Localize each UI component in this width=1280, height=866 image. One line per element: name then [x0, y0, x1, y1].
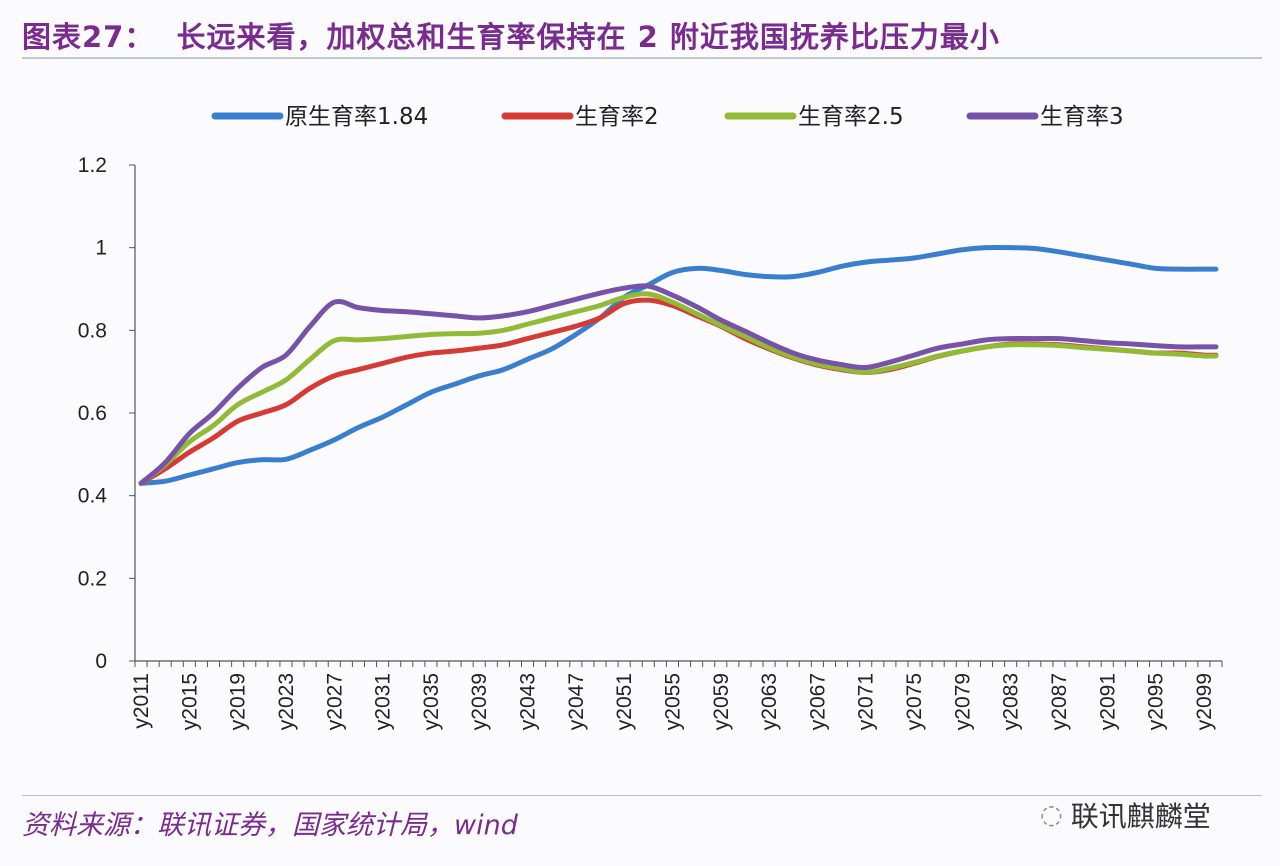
y-tick-label: 0.2 — [78, 567, 107, 590]
x-tick-label: y2087 — [1048, 673, 1071, 730]
x-tick-label: y2051 — [613, 673, 636, 730]
y-tick-label: 0.4 — [78, 485, 108, 508]
series-line-3 — [138, 283, 1219, 486]
x-tick-label: y2023 — [275, 673, 298, 730]
y-tick-label: 0.6 — [78, 402, 107, 425]
y-tick-label: 1.2 — [78, 154, 107, 177]
y-tick-label: 0 — [95, 650, 107, 673]
legend-item-0: 原生育率1.84 — [211, 104, 428, 130]
source-note: 资料来源：联讯证券，国家统计局，wind — [22, 810, 518, 841]
x-tick-label: y2011 — [130, 673, 153, 729]
series-line-2 — [138, 291, 1219, 486]
x-tick-label: y2031 — [372, 673, 395, 730]
footer-divider — [22, 795, 1262, 796]
x-tick-label: y2083 — [1000, 673, 1023, 730]
x-tick-label: y2019 — [227, 673, 250, 730]
figure-title: 图表27： 长远来看，加权总和生育率保持在 2 附近我国抚养比压力最小 — [22, 20, 1000, 54]
legend: 原生育率1.84 生育率2 生育率2.5 生育率3 — [211, 104, 1124, 130]
x-tick-label: y2075 — [903, 673, 926, 730]
x-tick-label: y2063 — [758, 673, 781, 730]
watermark: ◌ 联讯麒麟堂 — [1040, 795, 1211, 835]
x-tick-label: y2043 — [517, 673, 540, 730]
x-tick-label: y2095 — [1145, 673, 1168, 730]
watermark-text: 联讯麒麟堂 — [1070, 800, 1211, 833]
x-tick-label: y2071 — [855, 673, 878, 730]
x-tick-label: y2015 — [178, 673, 201, 730]
legend-item-2: 生育率2.5 — [724, 104, 904, 130]
legend-item-3: 生育率3 — [966, 104, 1124, 130]
y-tick-label: 1 — [95, 237, 107, 260]
legend-label: 原生育率1.84 — [285, 104, 428, 130]
x-tick-label: y2047 — [565, 673, 588, 730]
x-tick-label: y2035 — [420, 673, 443, 730]
y-tick-label: 0.8 — [78, 319, 107, 342]
legend-label: 生育率2 — [575, 104, 659, 130]
title-divider — [22, 57, 1262, 59]
x-tick-label: y2059 — [710, 673, 733, 730]
x-tick-label: y2039 — [468, 673, 491, 730]
x-tick-label: y2091 — [1096, 673, 1119, 730]
x-tick-label: y2079 — [951, 673, 974, 730]
legend-label: 生育率3 — [1040, 104, 1124, 130]
wechat-icon: ◌ — [1040, 800, 1063, 830]
legend-label: 生育率2.5 — [798, 104, 904, 130]
series-line-0 — [138, 244, 1219, 486]
x-tick-label: y2099 — [1193, 673, 1216, 730]
legend-item-1: 生育率2 — [501, 104, 659, 130]
series-lines — [138, 244, 1219, 486]
axes: 0 0.2 0.4 0.6 0.8 1 1.2 y2011 y2015 y2019 y2023 y20… — [78, 154, 1223, 730]
x-tick-label: y2027 — [323, 673, 346, 730]
x-tick-label: y2067 — [806, 673, 829, 730]
x-tick-label: y2055 — [661, 673, 684, 730]
